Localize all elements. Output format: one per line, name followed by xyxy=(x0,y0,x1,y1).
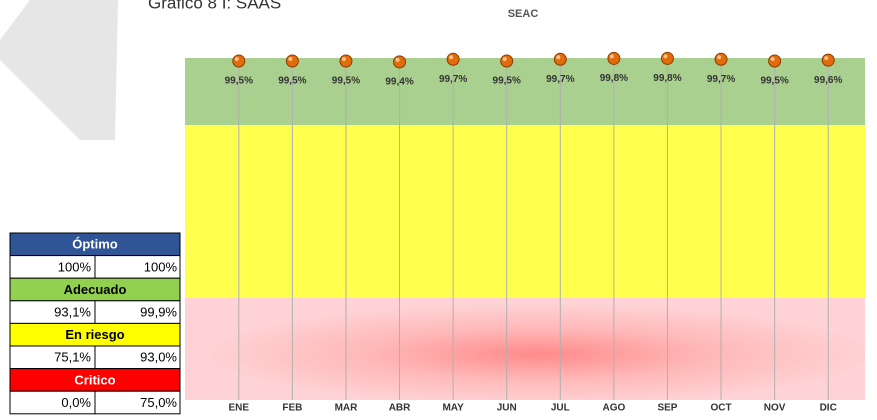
marker-highlight xyxy=(609,54,614,59)
x-tick-label: SEP xyxy=(657,403,677,414)
table-max: 75,0% xyxy=(140,395,177,410)
marker xyxy=(446,52,460,66)
x-tick-label: NOV xyxy=(764,403,786,414)
data-label: 99,7% xyxy=(546,74,574,85)
table-min: 75,1% xyxy=(54,350,91,365)
table-max: 99,9% xyxy=(140,305,177,320)
data-label: 99,7% xyxy=(707,74,735,85)
x-tick-label: AGO xyxy=(602,403,625,414)
x-tick-label: ABR xyxy=(389,403,411,414)
x-tick-label: DIC xyxy=(820,403,837,414)
marker xyxy=(339,54,353,68)
marker-highlight xyxy=(717,55,722,60)
table-header: Óptimo xyxy=(72,237,118,252)
data-label: 99,5% xyxy=(278,76,306,87)
caption: Gráfico 8 I: SAAS xyxy=(148,0,281,12)
marker xyxy=(553,52,567,66)
data-label: 99,5% xyxy=(760,76,788,87)
data-label: 99,8% xyxy=(600,73,628,84)
marker-highlight xyxy=(502,57,507,62)
marker xyxy=(607,51,621,65)
table-min: 93,1% xyxy=(54,305,91,320)
table-min: 0,0% xyxy=(61,395,91,410)
table-min: 100% xyxy=(58,259,92,274)
marker-highlight xyxy=(449,55,454,60)
x-tick-label: JUN xyxy=(497,403,517,414)
table-max: 100% xyxy=(144,259,178,274)
marker xyxy=(285,54,299,68)
data-label: 99,5% xyxy=(493,76,521,87)
watermark xyxy=(0,0,118,140)
data-label: 99,5% xyxy=(332,76,360,87)
table-max: 93,0% xyxy=(140,350,177,365)
data-label: 99,7% xyxy=(439,74,467,85)
marker xyxy=(714,52,728,66)
marker xyxy=(232,54,246,68)
table-header: Adecuado xyxy=(64,282,127,297)
marker xyxy=(768,54,782,68)
marker xyxy=(660,51,674,65)
marker-highlight xyxy=(824,56,829,61)
x-tick-label: MAR xyxy=(335,403,359,414)
marker-highlight xyxy=(663,54,668,59)
data-label: 99,5% xyxy=(225,76,253,87)
x-tick-label: MAY xyxy=(442,403,464,414)
x-tick-label: OCT xyxy=(710,403,731,414)
marker xyxy=(821,53,835,67)
marker-highlight xyxy=(234,57,239,62)
data-label: 99,4% xyxy=(385,77,413,88)
x-tick-label: FEB xyxy=(282,403,302,414)
band-critico xyxy=(185,298,865,400)
table-header: En riesgo xyxy=(65,327,124,342)
chart-title: SEAC xyxy=(508,8,539,20)
plot: ENE FEB MAR ABR MAY JUN JUL AGO SEP OCT NOV DIC 99,5… xyxy=(225,51,842,414)
table-header: Critico xyxy=(74,372,115,387)
band-en-riesgo xyxy=(185,125,865,298)
data-label: 99,8% xyxy=(653,73,681,84)
legend-table: Óptimo 100% 100% Adecuado 93,1% 99,9% En riesg… xyxy=(9,232,181,415)
data-label: 99,6% xyxy=(814,75,842,86)
marker-highlight xyxy=(395,57,400,62)
band-adecuado xyxy=(185,58,865,125)
x-tick-label: ENE xyxy=(229,403,250,414)
marker-highlight xyxy=(288,57,293,62)
marker-highlight xyxy=(770,57,775,62)
marker xyxy=(500,54,514,68)
marker-highlight xyxy=(556,55,561,60)
marker xyxy=(393,55,407,69)
table-cell xyxy=(94,390,181,415)
marker-highlight xyxy=(341,57,346,62)
x-tick-label: JUL xyxy=(551,403,570,414)
